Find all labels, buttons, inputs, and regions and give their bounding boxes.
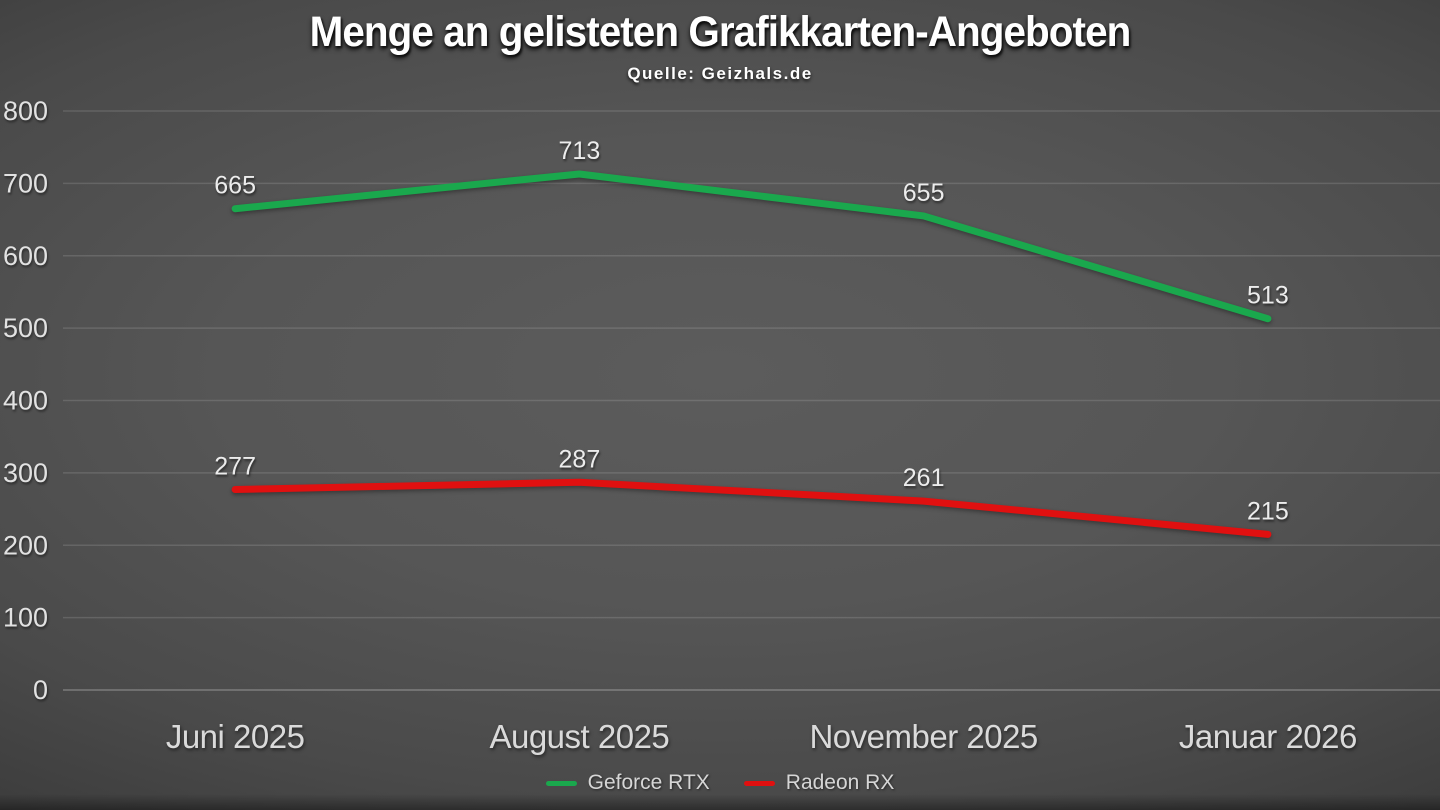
data-label-radeon-rx-august-2025: 287 — [559, 445, 601, 473]
chart-legend: Geforce RTX Radeon RX — [0, 771, 1440, 795]
legend-swatch-radeon-rx — [743, 780, 775, 786]
series-line-geforce-rtx — [231, 170, 1272, 323]
chart-subtitle: Quelle: Geizhals.de — [627, 64, 813, 83]
legend-label-radeon-rx: Radeon RX — [785, 771, 895, 794]
series-lines-group — [231, 170, 1272, 538]
y-tick-label-300: 300 — [3, 458, 48, 488]
data-label-geforce-rtx-juni-2025: 665 — [214, 172, 256, 200]
y-tick-label-400: 400 — [3, 386, 48, 416]
gridlines-group — [63, 110, 1440, 691]
y-tick-label-500: 500 — [3, 313, 48, 343]
series-line-radeon-rx — [231, 478, 1272, 538]
data-label-radeon-rx-juni-2025: 277 — [214, 453, 256, 481]
y-tick-label-100: 100 — [3, 603, 48, 633]
chart-title: Menge an gelisteten Grafikkarten-Angebot… — [309, 8, 1132, 56]
data-label-geforce-rtx-januar-2026: 513 — [1247, 282, 1289, 310]
data-label-radeon-rx-januar-2026: 215 — [1247, 497, 1289, 525]
y-tick-label-200: 200 — [3, 530, 48, 560]
x-axis-label-november-2025: November 2025 — [809, 718, 1037, 755]
data-label-geforce-rtx-august-2025: 713 — [559, 137, 601, 165]
x-axis-label-juni-2025: Juni 2025 — [166, 718, 305, 755]
y-axis-labels-group: 0 100 200 300 400 500 600 700 800 — [3, 96, 48, 705]
y-tick-label-0: 0 — [33, 675, 48, 705]
legend-swatch-geforce-rtx — [545, 780, 577, 786]
legend-item-radeon-rx: Radeon RX — [743, 771, 895, 795]
y-tick-label-800: 800 — [3, 96, 48, 126]
x-axis-label-januar-2026: Januar 2026 — [1179, 718, 1357, 755]
x-axis-label-august-2025: August 2025 — [489, 718, 669, 755]
x-axis-labels-group: Juni 2025 August 2025 November 2025 Januar … — [166, 718, 1358, 755]
data-label-geforce-rtx-november-2025: 655 — [903, 179, 945, 207]
legend-item-geforce-rtx: Geforce RTX — [545, 771, 710, 795]
legend-label-geforce-rtx: Geforce RTX — [587, 771, 710, 794]
y-tick-label-700: 700 — [3, 168, 48, 198]
data-labels-group: 665 713 655 513 277 287 261 215 — [214, 137, 1288, 525]
data-label-radeon-rx-november-2025: 261 — [903, 464, 945, 492]
y-tick-label-600: 600 — [3, 241, 48, 271]
